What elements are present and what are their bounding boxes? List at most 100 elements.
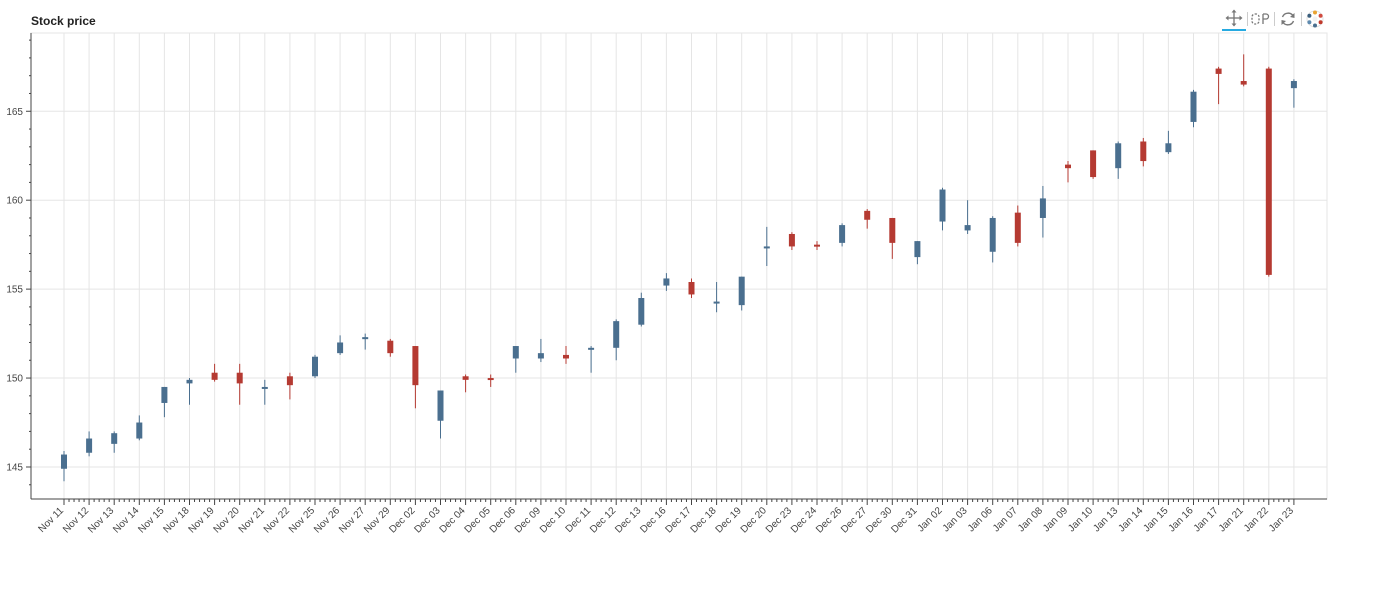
toolbar-separator [1274, 12, 1275, 26]
box-zoom-icon [1251, 13, 1270, 25]
bokeh-logo-icon [1306, 10, 1324, 28]
grid-lines [31, 33, 1327, 499]
candle [713, 282, 720, 313]
x-tick-label: Jan 17 [1192, 505, 1221, 534]
candle [613, 319, 620, 361]
candle [1115, 141, 1122, 179]
x-tick-label: Jan 15 [1142, 505, 1171, 534]
x-tick-label: Dec 27 [839, 505, 869, 535]
y-tick-label: 155 [6, 285, 23, 296]
x-tick-label: Dec 09 [513, 505, 543, 535]
candle [1290, 79, 1297, 108]
x-tick-label: Dec 13 [613, 505, 643, 535]
candle-body [462, 376, 469, 380]
candle-body [563, 354, 569, 359]
x-tick-label: Nov 22 [262, 505, 292, 535]
x-tick-label: Dec 11 [564, 505, 594, 535]
candle-body [86, 438, 93, 453]
y-tick-label: 160 [6, 196, 23, 207]
box-zoom-tool-button[interactable] [1249, 7, 1273, 31]
candle [487, 374, 494, 387]
x-tick-label: Nov 13 [86, 505, 116, 535]
candle [286, 372, 293, 400]
candles [61, 54, 1297, 482]
x-tick-label: Jan 22 [1242, 505, 1271, 534]
candle [512, 346, 519, 373]
candle-body [362, 337, 369, 340]
x-tick-label: Jan 02 [916, 505, 945, 534]
candle-body [1065, 164, 1071, 169]
candle [437, 390, 444, 439]
candle-body [412, 346, 419, 386]
x-tick-label: Dec 16 [638, 505, 668, 535]
x-tick-label: Dec 18 [689, 505, 719, 535]
candle-body [261, 386, 268, 389]
candle-body [638, 298, 645, 325]
bokeh-logo-link[interactable] [1303, 7, 1327, 31]
candle [312, 354, 318, 379]
candle-body [1265, 68, 1272, 275]
candle [939, 187, 946, 231]
x-tick-label: Jan 21 [1217, 505, 1246, 534]
candle-body [186, 379, 193, 384]
candle-body [61, 454, 67, 469]
reset-icon [1281, 12, 1295, 26]
candle [412, 346, 419, 409]
x-tick-label: Jan 06 [966, 505, 995, 534]
x-tick-label: Dec 19 [714, 505, 744, 535]
candle-body [663, 278, 670, 286]
candle [462, 374, 469, 393]
candle [638, 292, 645, 327]
candle [1265, 66, 1272, 277]
x-tick-label: Jan 10 [1066, 505, 1095, 534]
candle [1014, 205, 1021, 247]
candle-body [763, 246, 770, 249]
candle [964, 200, 971, 234]
x-tick-label: Dec 03 [412, 505, 442, 535]
candle [663, 273, 670, 291]
plot-frame [30, 32, 1328, 500]
candle-body [161, 386, 168, 403]
candle [989, 216, 996, 263]
candle-body [588, 347, 595, 350]
candle [814, 241, 820, 250]
candle-body [312, 356, 318, 377]
candle-body [613, 321, 620, 348]
candle-body [738, 276, 745, 306]
candle-body [688, 282, 695, 295]
candle-body [512, 346, 519, 359]
x-tick-label: Dec 30 [864, 505, 894, 535]
x-tick-label: Nov 14 [111, 505, 141, 535]
candle-body [337, 342, 344, 354]
candle [387, 338, 394, 357]
candle [788, 232, 795, 250]
x-tick-label: Jan 13 [1091, 505, 1120, 534]
candle-body [889, 217, 896, 243]
reset-tool-button[interactable] [1276, 7, 1300, 31]
toolbar-separator [1247, 12, 1248, 26]
candle-body [814, 244, 820, 247]
candle [1240, 54, 1247, 87]
candle-body [989, 217, 996, 252]
candle [1065, 161, 1071, 183]
candle-body [1014, 212, 1021, 243]
candle-body [437, 390, 444, 421]
candle [186, 378, 193, 405]
candle [161, 386, 168, 418]
candle-body [1090, 150, 1097, 178]
x-tick-label: Nov 15 [136, 505, 166, 535]
candle [889, 217, 896, 259]
x-tick-label: Nov 20 [212, 505, 242, 535]
candle [1165, 130, 1172, 154]
candle [914, 241, 921, 265]
x-tick-label: Dec 06 [488, 505, 518, 535]
y-tick-label: 150 [6, 374, 23, 385]
candle [1140, 137, 1147, 167]
pan-tool-button[interactable] [1222, 7, 1246, 31]
candle [563, 346, 569, 364]
x-tick-label: Dec 26 [814, 505, 844, 535]
candle [738, 276, 745, 311]
x-tick-label: Jan 14 [1116, 505, 1145, 534]
